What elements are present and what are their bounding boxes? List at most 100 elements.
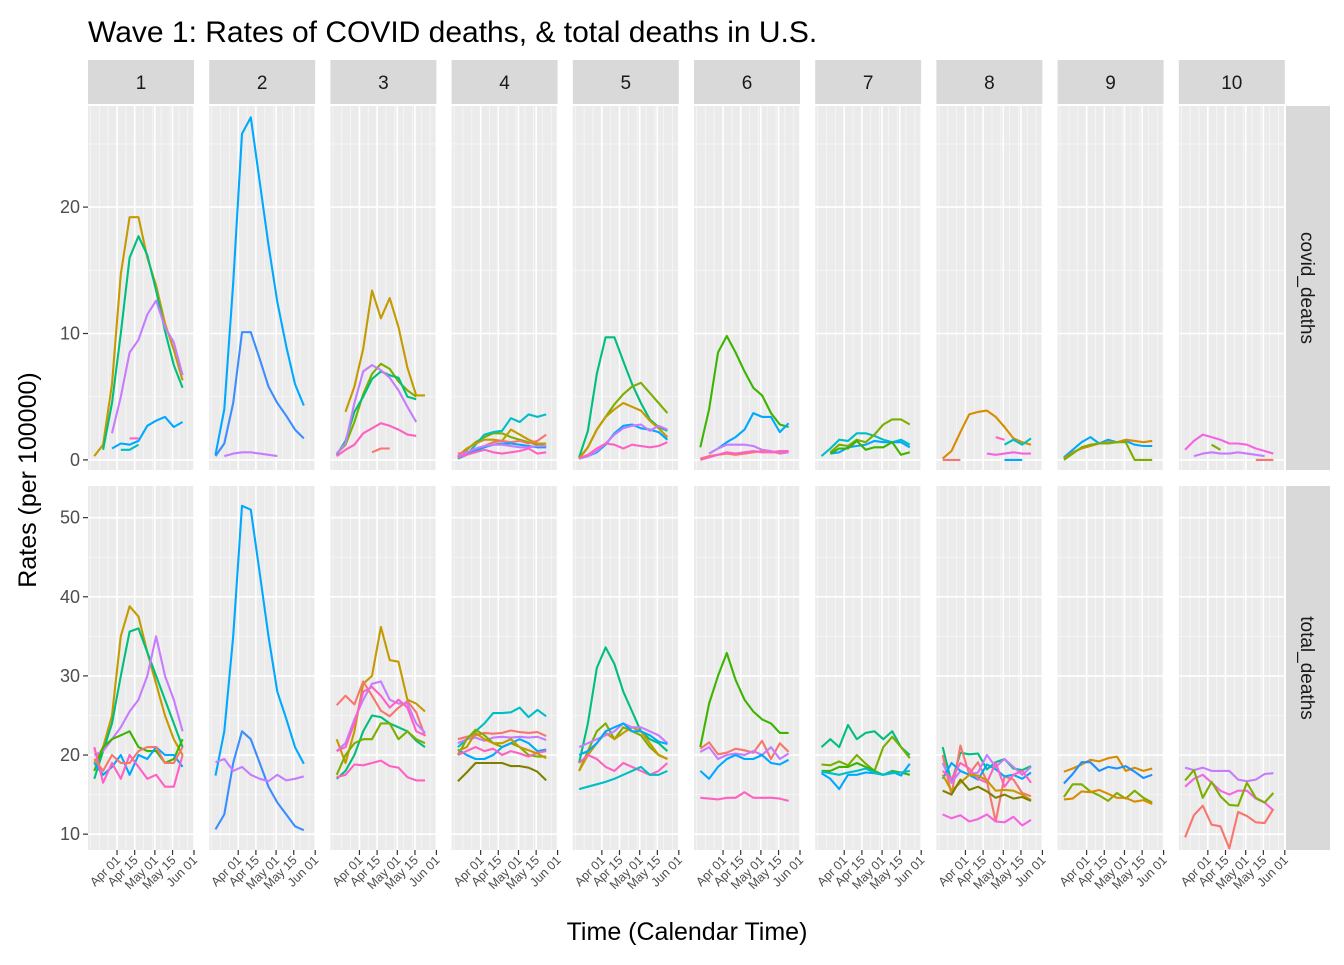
series-line xyxy=(93,605,184,764)
series-line xyxy=(699,746,790,761)
y-tick-label: 50 xyxy=(60,508,80,528)
series-line xyxy=(821,767,910,776)
y-axis-title: Rates (per 100000) xyxy=(14,372,42,587)
series-line xyxy=(1003,437,1032,446)
series-line xyxy=(335,625,426,765)
series-line xyxy=(214,116,305,455)
panel-covid_deaths-7 xyxy=(815,106,923,470)
series-line xyxy=(102,235,184,450)
facet-strip-bg xyxy=(1057,60,1164,104)
series-line xyxy=(578,765,668,791)
series-line xyxy=(93,627,184,780)
series-line xyxy=(578,441,668,460)
series-line xyxy=(1184,433,1274,455)
facet-strip-bg xyxy=(330,60,437,104)
facet-strip-label: 3 xyxy=(378,73,389,94)
series-line xyxy=(699,753,790,780)
panel-covid_deaths-9 xyxy=(1057,106,1165,470)
panel-background xyxy=(1057,106,1164,470)
panel-covid_deaths-4 xyxy=(451,106,559,470)
facet-strip-7: 7 xyxy=(815,60,922,104)
series-line xyxy=(457,746,547,758)
facet-strip-9: 9 xyxy=(1057,60,1164,104)
series-line xyxy=(829,418,911,454)
panel-background xyxy=(694,486,800,850)
series-line xyxy=(336,422,417,457)
row-strip-bg xyxy=(1286,106,1330,470)
series-line xyxy=(699,739,790,761)
series-line xyxy=(111,415,184,450)
panel-background xyxy=(1178,106,1285,470)
series-line xyxy=(1063,783,1153,804)
facet-strip-bg xyxy=(815,60,922,104)
series-line xyxy=(457,761,547,782)
series-line xyxy=(335,680,426,737)
panel-covid_deaths-8 xyxy=(936,106,1044,470)
panel-background xyxy=(1178,486,1285,850)
series-line xyxy=(986,451,1031,456)
facet-strip-1: 1 xyxy=(88,60,194,104)
facet-strip-label: 4 xyxy=(499,73,510,94)
series-line xyxy=(700,449,789,461)
series-line xyxy=(457,738,547,761)
facet-strip-label: 2 xyxy=(257,73,268,94)
y-tick-label: 20 xyxy=(60,197,80,217)
row-strip-total_deaths: total_deaths xyxy=(1286,486,1330,850)
series-line xyxy=(457,413,547,460)
series-line xyxy=(214,504,305,776)
series-line xyxy=(335,680,426,752)
panel-background xyxy=(1057,486,1164,850)
y-tick-label: 0 xyxy=(70,450,80,470)
chart-title: Wave 1: Rates of COVID deaths, & total d… xyxy=(88,16,817,49)
facet-strip-bg xyxy=(88,60,194,104)
series-line xyxy=(1211,443,1221,451)
series-line xyxy=(708,412,790,455)
series-line xyxy=(995,436,1005,441)
panel-background xyxy=(330,486,437,850)
series-line xyxy=(214,331,305,457)
series-line xyxy=(942,813,1032,827)
row-strip-label: covid_deaths xyxy=(1296,232,1317,344)
facet-strip-6: 6 xyxy=(694,60,800,104)
panel-covid_deaths-2 xyxy=(209,106,317,470)
row-strip-label: total_deaths xyxy=(1296,616,1317,720)
panel-covid_deaths-6 xyxy=(694,106,801,470)
series-line xyxy=(335,722,426,776)
series-line xyxy=(1063,441,1153,461)
panel-covid_deaths-5 xyxy=(572,106,680,470)
panel-background xyxy=(815,106,922,470)
series-line xyxy=(699,334,789,448)
series-line xyxy=(941,761,1032,788)
series-line xyxy=(942,409,1032,460)
facet-strip-label: 5 xyxy=(621,73,632,94)
x-axis-title: Time (Calendar Time) xyxy=(567,918,808,946)
facet-strip-bg xyxy=(451,60,558,104)
series-line xyxy=(93,730,184,772)
facet-strip-label: 9 xyxy=(1105,73,1116,94)
series-line xyxy=(224,451,278,458)
series-line xyxy=(335,364,418,455)
series-line xyxy=(699,651,789,748)
panel-background xyxy=(815,486,922,850)
y-tick-label: 30 xyxy=(60,666,80,686)
series-line xyxy=(457,731,547,760)
panel-background xyxy=(694,106,800,470)
series-line xyxy=(344,289,425,413)
facet-strip-bg xyxy=(1178,60,1285,104)
facet-strip-label: 6 xyxy=(742,73,753,94)
series-line xyxy=(214,730,305,832)
series-line xyxy=(820,723,911,756)
series-line xyxy=(1063,436,1153,459)
series-line xyxy=(578,423,668,460)
panel-background xyxy=(572,106,679,470)
